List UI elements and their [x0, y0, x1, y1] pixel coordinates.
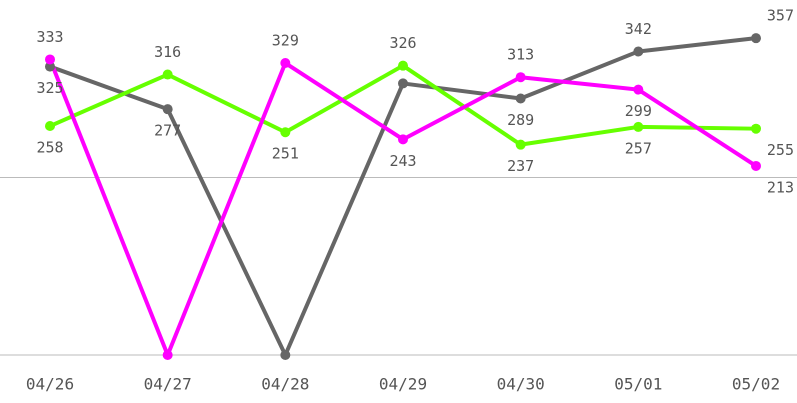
data-label: 316 [154, 43, 181, 61]
data-label: 326 [389, 34, 416, 52]
point [45, 121, 55, 132]
data-label: 277 [154, 122, 181, 140]
point [751, 33, 761, 44]
x-tick-label: 04/28 [261, 375, 309, 394]
point [633, 121, 644, 132]
x-tick-label: 04/26 [26, 375, 74, 394]
data-label: 237 [507, 157, 534, 175]
x-tick-label: 04/29 [379, 375, 427, 394]
point [751, 123, 761, 134]
x-tick-label: 05/01 [614, 375, 662, 394]
point [398, 134, 408, 145]
data-label: 342 [625, 20, 652, 38]
point [515, 93, 526, 104]
point [515, 139, 526, 150]
data-label: 333 [36, 28, 63, 46]
point [633, 84, 644, 95]
point [751, 160, 761, 171]
point [515, 72, 526, 83]
data-label: 251 [272, 145, 299, 163]
data-label: 357 [767, 7, 794, 25]
point [280, 58, 291, 69]
data-label: 213 [767, 178, 794, 196]
point [162, 350, 173, 360]
point [162, 104, 173, 115]
point [398, 78, 408, 89]
data-label: 258 [36, 139, 63, 157]
point [633, 46, 644, 57]
x-tick-label: 05/02 [732, 375, 780, 394]
data-label: 299 [625, 102, 652, 120]
point [280, 127, 291, 138]
data-label: 243 [389, 152, 416, 170]
data-label: 325 [36, 79, 63, 97]
data-label: 257 [625, 139, 652, 157]
data-label: 289 [507, 111, 534, 129]
point [45, 61, 55, 72]
data-label: 329 [272, 32, 299, 50]
point [280, 350, 291, 360]
point [45, 54, 55, 65]
point [398, 60, 408, 71]
x-tick-label: 04/30 [497, 375, 545, 394]
data-label: 313 [507, 46, 534, 64]
data-label: 255 [767, 141, 794, 159]
point [162, 69, 173, 80]
x-tick-label: 04/27 [144, 375, 192, 394]
